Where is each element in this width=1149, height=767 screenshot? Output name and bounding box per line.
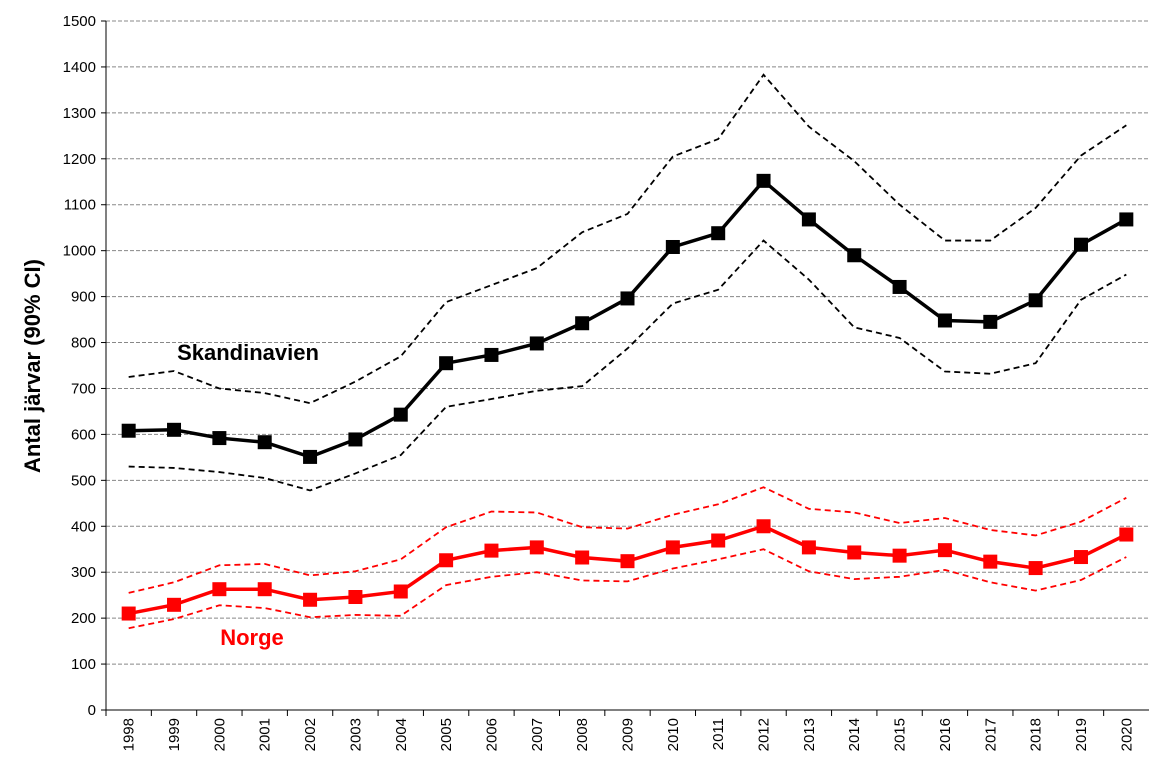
y-tick-label: 800 (71, 335, 96, 352)
marker (167, 597, 182, 612)
marker (484, 543, 499, 558)
marker (892, 279, 907, 294)
y-tick-label: 200 (71, 610, 96, 627)
y-tick-label: 400 (71, 518, 96, 535)
y-tick-label: 300 (71, 564, 96, 581)
x-tick-label: 2011 (710, 718, 727, 750)
marker (847, 545, 862, 560)
y-tick-label: 700 (71, 380, 96, 397)
series-line (128, 178, 1128, 459)
x-tick-label: 2001 (257, 718, 274, 751)
marker (983, 554, 998, 569)
y-tick-label: 1000 (63, 243, 96, 260)
marker (620, 554, 635, 569)
marker (665, 239, 680, 254)
marker (439, 553, 454, 568)
marker (937, 313, 952, 328)
marker (1028, 293, 1043, 308)
marker (937, 543, 952, 558)
marker (801, 212, 816, 227)
marker (167, 422, 182, 437)
x-tick-label: 2009 (620, 718, 637, 751)
marker (1073, 550, 1088, 565)
marker (212, 431, 227, 446)
marker (121, 423, 136, 438)
x-tick-label: 2012 (756, 718, 773, 751)
marker (756, 173, 771, 188)
marker (620, 291, 635, 306)
x-tick-label: 2005 (438, 718, 455, 751)
x-tick-label: 2002 (302, 718, 319, 751)
y-tick-label: 1500 (63, 13, 96, 30)
x-tick-label: 2017 (982, 718, 999, 751)
y-tick-label: 900 (71, 289, 96, 306)
x-tick-label: 2000 (211, 718, 228, 751)
marker (348, 590, 363, 605)
marker (439, 356, 454, 371)
y-tick-label: 1200 (63, 151, 96, 168)
x-tick-label: 2018 (1028, 718, 1045, 751)
x-tick-label: 2006 (483, 718, 500, 751)
marker (348, 432, 363, 447)
marker (665, 540, 680, 555)
marker (1073, 237, 1088, 252)
x-tick-label: 1999 (166, 718, 183, 751)
x-tick-label: 2013 (801, 718, 818, 751)
y-axis-label: Antal järvar (90% CI) (20, 259, 45, 473)
marker (121, 606, 136, 621)
marker (484, 347, 499, 362)
x-tick-label: 2007 (529, 718, 546, 751)
x-tick-label: 2016 (937, 718, 954, 751)
marker (1119, 527, 1134, 542)
ci-line (128, 486, 1127, 594)
x-tick-label: 2003 (347, 718, 364, 751)
marker (393, 584, 408, 599)
y-tick-label: 1400 (63, 59, 96, 76)
x-tick-label: 2015 (892, 718, 909, 751)
series-line (128, 524, 1128, 616)
marker (257, 582, 272, 597)
marker (575, 550, 590, 565)
marker (1119, 212, 1134, 227)
y-tick-label: 500 (71, 472, 96, 489)
marker (257, 435, 272, 450)
series-label: Norge (220, 625, 284, 650)
x-tick-label: 2008 (574, 718, 591, 751)
marker (711, 533, 726, 548)
y-tick-label: 600 (71, 426, 96, 443)
marker (756, 519, 771, 534)
marker (983, 314, 998, 329)
marker (892, 548, 907, 563)
x-tick-label: 2019 (1073, 718, 1090, 751)
x-tick-label: 1998 (121, 718, 138, 751)
marker (303, 449, 318, 464)
marker (575, 316, 590, 331)
marker (1028, 561, 1043, 576)
x-tick-label: 2014 (846, 718, 863, 751)
y-tick-label: 1300 (63, 105, 96, 122)
ci-line (128, 239, 1127, 492)
y-tick-label: 1100 (64, 197, 96, 214)
marker (711, 226, 726, 241)
marker (847, 248, 862, 263)
marker (393, 407, 408, 422)
marker (801, 540, 816, 555)
x-tick-label: 2010 (665, 718, 682, 751)
marker (529, 336, 544, 351)
x-tick-label: 2004 (393, 718, 410, 751)
marker (529, 540, 544, 555)
x-tick-label: 2020 (1118, 718, 1135, 751)
y-tick-label: 100 (71, 656, 96, 673)
ci-line (128, 73, 1127, 405)
y-tick-label: 0 (88, 702, 96, 719)
marker (303, 592, 318, 607)
series-label: Skandinavien (177, 340, 319, 365)
marker (212, 582, 227, 597)
ci-line (128, 548, 1127, 630)
